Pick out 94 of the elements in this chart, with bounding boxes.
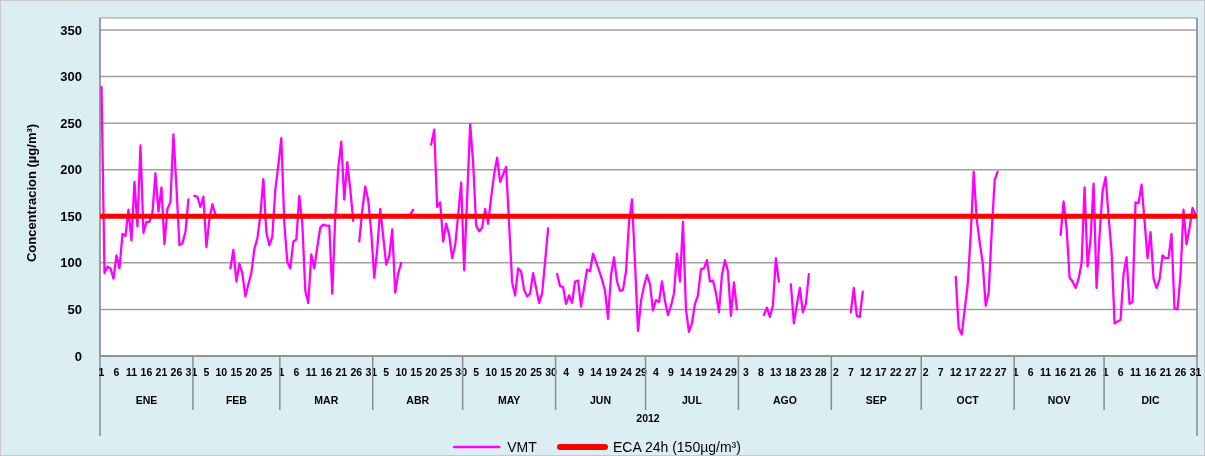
x-tick-label: 22 [979, 366, 992, 378]
x-tick-label: 15 [410, 366, 423, 378]
x-tick-label: 5 [383, 366, 390, 378]
x-tick-label: 9 [578, 366, 585, 378]
x-tick-label: 24 [620, 366, 633, 378]
x-tick-label: 18 [785, 366, 797, 378]
text: NOV [1047, 394, 1071, 406]
x-tick-label: 10 [485, 366, 498, 378]
x-tick-label: 5 [203, 366, 210, 378]
x-tick-label: 6 [113, 366, 120, 378]
y-tick-label: 300 [60, 69, 82, 85]
x-tick-label: 9 [668, 366, 675, 378]
x-tick-label: 6 [1117, 366, 1124, 378]
text: OCT [956, 394, 980, 406]
x-tick-label: 25 [260, 366, 273, 378]
x-tick-label: 12 [859, 366, 872, 378]
text: MAR [314, 394, 339, 406]
x-tick-label: 7 [847, 366, 854, 378]
x-tick-label: 5 [473, 366, 480, 378]
x-tick-label: 28 [815, 366, 827, 378]
y-tick-label: 0 [74, 348, 82, 364]
x-tick-label: 21 [155, 366, 168, 378]
x-tick-label: 2 [832, 366, 839, 378]
y-tick-label: 250 [60, 115, 82, 131]
x-tick-label: 25 [530, 366, 543, 378]
x-tick-label: 1 [1012, 366, 1019, 378]
x-tick-label: 22 [889, 366, 902, 378]
x-tick-label: 15 [230, 366, 243, 378]
legend-label: ECA 24h (150µg/m³) [613, 438, 741, 455]
x-axis-title: 2012 [636, 412, 660, 424]
x-tick-label: 20 [515, 366, 528, 378]
x-tick-label: 26 [170, 366, 183, 378]
x-tick-label: 16 [140, 366, 153, 378]
y-tick-label: 150 [60, 208, 82, 224]
text: JUN [590, 394, 612, 406]
x-tick-label: 14 [590, 366, 603, 378]
x-tick-label: 17 [964, 366, 977, 378]
x-tick-label: 29 [725, 366, 737, 378]
x-tick-label: 10 [215, 366, 228, 378]
x-tick-label: 14 [680, 366, 692, 378]
x-tick-label: 17 [874, 366, 887, 378]
text: SEP [865, 394, 887, 406]
x-tick-label: 21 [1159, 366, 1172, 378]
text: MAY [497, 394, 521, 406]
x-tick-label: 27 [904, 366, 917, 378]
text: ENE [135, 394, 158, 406]
x-tick-label: 16 [1054, 366, 1067, 378]
text: AGO [772, 394, 797, 406]
x-tick-label: 16 [320, 366, 333, 378]
x-tick-label: 15 [500, 366, 513, 378]
x-tick-label: 27 [994, 366, 1007, 378]
text: JUL [682, 394, 703, 406]
y-tick-label: 350 [60, 22, 82, 38]
x-tick-label: 11 [305, 366, 318, 378]
x-tick-label: 1 [278, 366, 285, 378]
y-tick-label: 100 [60, 255, 82, 271]
x-tick-label: 1 [98, 366, 105, 378]
y-tick-label: 200 [60, 162, 82, 178]
legend-label: VMT [507, 438, 538, 455]
text: ABR [406, 394, 430, 406]
x-tick-label: 7 [937, 366, 944, 378]
x-tick-label: 31 [1189, 366, 1202, 378]
x-tick-label: 16 [1144, 366, 1157, 378]
y-axis-title: Concentracion (µg/m³) [24, 123, 39, 263]
x-tick-label: 11 [1040, 366, 1052, 378]
x-tick-label: 20 [245, 366, 258, 378]
x-tick-label: 24 [710, 366, 722, 378]
x-tick-label: 11 [125, 366, 138, 378]
x-tick-label: 11 [1130, 366, 1142, 378]
x-tick-label: 26 [350, 366, 363, 378]
x-tick-label: 19 [695, 366, 707, 378]
x-tick-label: 26 [1174, 366, 1187, 378]
x-tick-label: 6 [1027, 366, 1034, 378]
x-tick-label: 2 [922, 366, 929, 378]
x-tick-label: 21 [335, 366, 348, 378]
text: FEB [225, 394, 248, 406]
x-tick-label: 19 [605, 366, 618, 378]
x-tick-label: 4 [563, 366, 570, 378]
x-tick-label: 3 [742, 366, 749, 378]
x-tick-label: 25 [440, 366, 453, 378]
x-tick-label: 26 [1084, 366, 1097, 378]
x-tick-label: 6 [293, 366, 300, 378]
x-tick-label: 13 [770, 366, 782, 378]
x-tick-label: 31 [185, 366, 198, 378]
y-tick-label: 50 [67, 301, 82, 317]
x-tick-label: 8 [757, 366, 764, 378]
x-tick-label: 23 [800, 366, 812, 378]
x-tick-label: 21 [1069, 366, 1082, 378]
x-tick-label: 10 [395, 366, 408, 378]
x-tick-label: 4 [653, 366, 660, 378]
x-tick-label: 12 [949, 366, 962, 378]
text: DIC [1141, 394, 1160, 406]
x-tick-label: 1 [1102, 366, 1109, 378]
x-tick-label: 20 [425, 366, 438, 378]
